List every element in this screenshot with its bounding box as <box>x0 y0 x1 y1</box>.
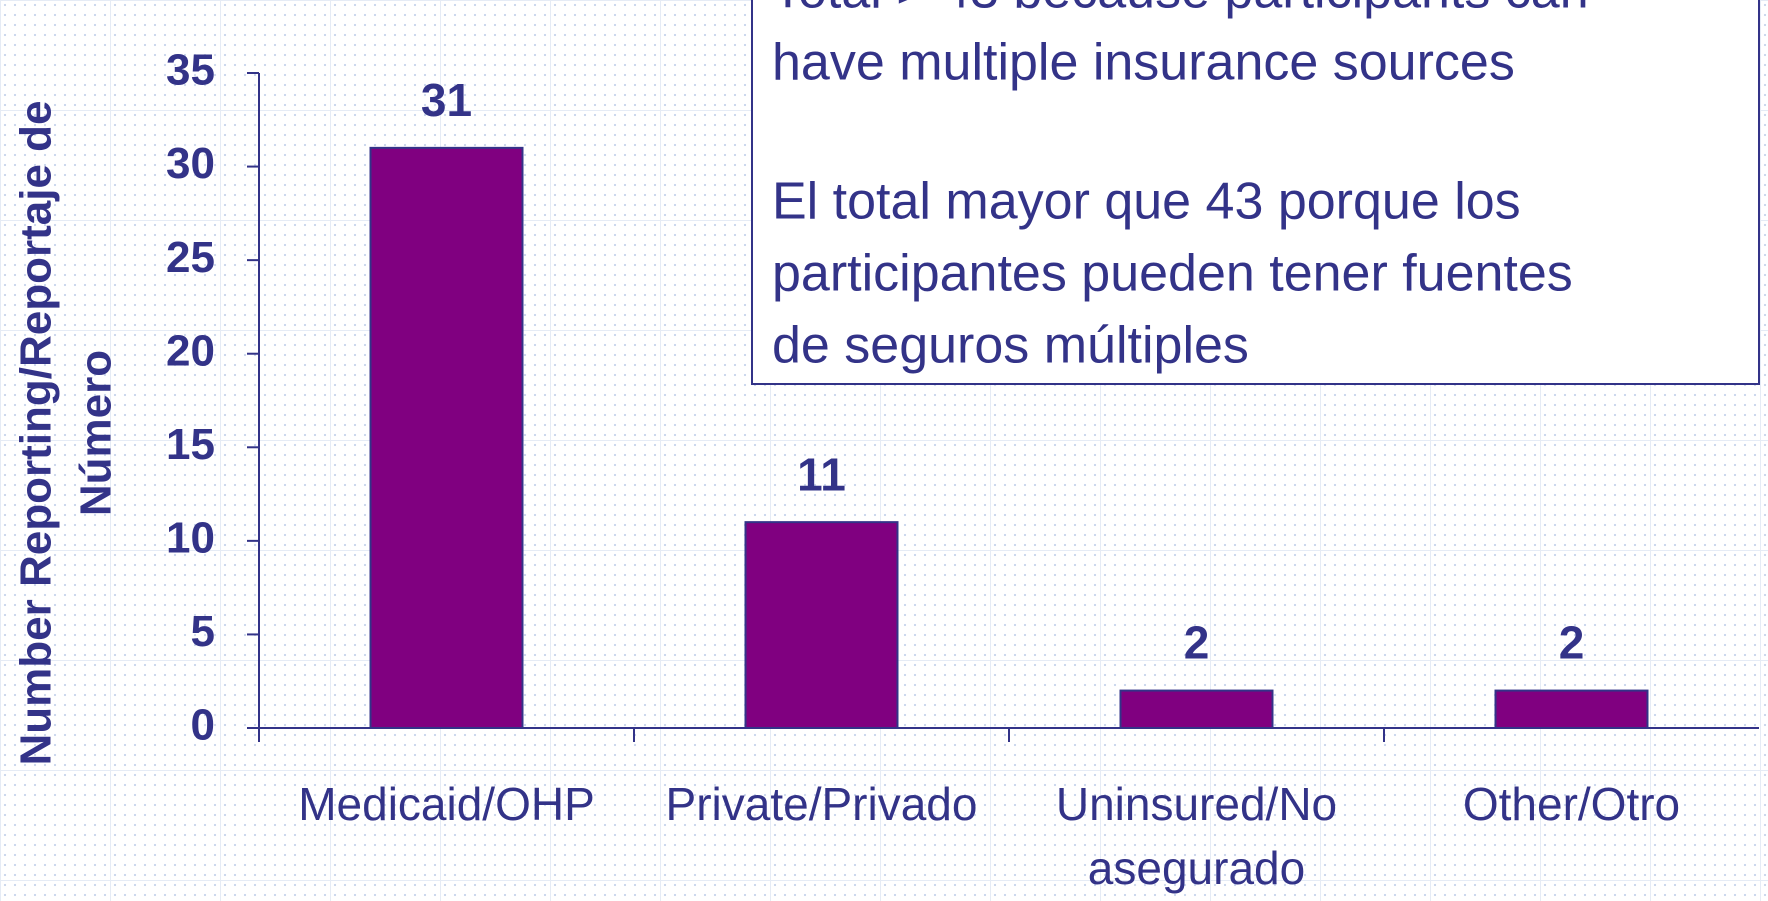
annotation-text: participantes pueden tener fuentes <box>772 245 1573 303</box>
y-tick-label: 0 <box>191 701 215 750</box>
value-label: 31 <box>421 74 472 126</box>
y-tick-label: 5 <box>191 607 215 656</box>
y-tick-label: 15 <box>166 420 215 469</box>
y-tick-label: 35 <box>166 46 215 95</box>
x-tick-label: Other/Otro <box>1462 778 1681 830</box>
bar <box>1494 689 1649 729</box>
value-label: 2 <box>1559 617 1585 669</box>
x-tick-label: Private/Privado <box>665 778 978 830</box>
bar <box>369 146 524 730</box>
bar <box>744 521 899 730</box>
y-axis-label: Número <box>72 350 121 516</box>
annotation-box <box>751 0 1760 385</box>
annotation-text: El total mayor que 43 porque los <box>772 173 1521 231</box>
annotation-text: have multiple insurance sources <box>772 34 1515 92</box>
x-tick-label: Uninsured/No asegurado <box>1055 778 1338 894</box>
bar <box>1119 689 1274 729</box>
y-tick-label: 30 <box>166 139 215 188</box>
value-label: 11 <box>797 448 846 500</box>
y-tick-label: 10 <box>166 513 215 562</box>
value-label: 2 <box>1184 617 1210 669</box>
y-tick-label: 20 <box>166 326 215 375</box>
annotation-text: Total > 43 because participants can <box>772 0 1589 20</box>
x-tick-label: Medicaid/OHP <box>298 778 595 830</box>
annotation-text: de seguros múltiples <box>772 317 1249 375</box>
y-axis-label: Number Reporting/Reportaje de <box>12 101 61 766</box>
y-tick-label: 25 <box>166 233 215 282</box>
